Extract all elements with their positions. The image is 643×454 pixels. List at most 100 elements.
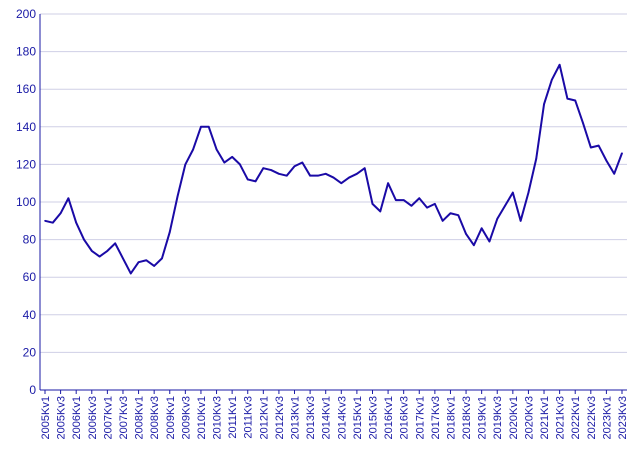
data-point xyxy=(301,161,304,164)
data-point xyxy=(574,99,577,102)
data-point xyxy=(254,180,257,183)
x-tick-label: 2005Kv3 xyxy=(56,396,68,439)
data-point xyxy=(457,214,460,216)
data-point xyxy=(332,176,335,179)
data-point xyxy=(129,272,132,275)
data-point xyxy=(582,122,584,124)
x-tick-label: 2022Kv1 xyxy=(570,396,582,439)
x-tick-label: 2009Kv1 xyxy=(165,396,177,439)
data-point xyxy=(488,240,491,243)
x-tick-label: 2008Kv1 xyxy=(134,396,146,439)
data-point xyxy=(114,242,116,245)
x-tick-label: 2009Kv3 xyxy=(180,396,192,439)
data-point xyxy=(621,152,623,154)
data-point xyxy=(90,250,93,252)
data-point xyxy=(371,203,374,205)
data-point xyxy=(223,161,226,164)
data-point xyxy=(465,233,467,235)
x-tick-label: 2023Kv1 xyxy=(601,396,613,439)
data-point xyxy=(215,148,218,151)
data-point xyxy=(410,204,413,207)
data-point xyxy=(395,199,397,201)
data-point xyxy=(480,227,483,230)
x-tick-label: 2016Kv1 xyxy=(383,396,395,439)
data-point xyxy=(566,97,569,100)
x-tick-label: 2006Kv3 xyxy=(87,396,99,439)
x-tick-label: 2010Kv1 xyxy=(196,396,208,439)
data-point xyxy=(51,221,54,224)
x-tick-label: 2022Kv3 xyxy=(586,396,598,439)
data-point xyxy=(402,199,405,201)
data-point xyxy=(44,220,46,222)
data-point xyxy=(379,210,382,213)
data-point xyxy=(67,197,70,200)
data-point xyxy=(519,220,522,222)
gridlines xyxy=(40,13,627,353)
x-tick-label: 2014Kv1 xyxy=(321,396,333,439)
data-point xyxy=(75,221,77,224)
x-axis-tick-labels: 2005Kv1 2005Kv3 2006Kv1 2006Kv3 2007Kv1 2007K… xyxy=(40,390,629,439)
data-point xyxy=(122,257,124,260)
y-tick-label: 60 xyxy=(23,270,37,284)
data-point xyxy=(184,163,187,166)
data-point xyxy=(551,79,553,81)
x-tick-label: 2010Kv3 xyxy=(212,396,224,439)
x-tick-label: 2015Kv3 xyxy=(367,396,379,439)
x-tick-label: 2006Kv1 xyxy=(71,396,83,439)
data-point xyxy=(192,148,194,151)
data-point xyxy=(246,178,249,181)
data-points xyxy=(44,63,623,275)
data-point xyxy=(387,182,389,184)
y-tick-label: 160 xyxy=(16,82,36,96)
data-point xyxy=(285,174,288,177)
data-point xyxy=(153,265,155,267)
data-point xyxy=(558,63,561,66)
data-point xyxy=(324,173,327,175)
data-point xyxy=(535,157,538,160)
data-point xyxy=(356,173,358,175)
y-tick-label: 180 xyxy=(16,45,36,59)
data-point xyxy=(83,238,85,241)
data-point xyxy=(239,163,241,166)
data-point xyxy=(137,261,140,263)
x-tick-label: 2017Kv3 xyxy=(430,396,442,439)
data-point xyxy=(590,146,592,149)
data-point xyxy=(496,218,499,220)
data-point xyxy=(348,176,350,179)
data-point xyxy=(613,173,616,175)
x-tick-label: 2023Kv3 xyxy=(617,396,629,439)
data-point xyxy=(418,197,421,200)
data-point xyxy=(363,167,366,169)
x-tick-label: 2020Kv1 xyxy=(508,396,520,439)
x-tick-label: 2008Kv3 xyxy=(149,396,161,439)
x-tick-label: 2019Kv1 xyxy=(477,396,489,439)
x-tick-label: 2013Kv1 xyxy=(290,396,302,439)
data-point xyxy=(293,165,296,168)
data-point xyxy=(605,159,608,162)
y-tick-label: 20 xyxy=(23,345,37,359)
data-point xyxy=(200,126,202,128)
data-point xyxy=(270,169,272,171)
x-tick-label: 2007Kv3 xyxy=(118,396,130,439)
x-tick-label: 2011Kv3 xyxy=(243,396,255,439)
data-point xyxy=(512,191,514,194)
data-point xyxy=(106,250,109,252)
data-point xyxy=(176,195,179,198)
x-tick-label: 2011Kv1 xyxy=(227,396,239,439)
y-tick-label: 80 xyxy=(23,233,37,247)
x-tick-label: 2012Kv1 xyxy=(258,396,270,439)
x-tick-label: 2019Kv3 xyxy=(492,396,504,439)
series-line xyxy=(44,63,623,275)
x-tick-label: 2007Kv1 xyxy=(102,396,114,439)
x-tick-label: 2021Kv1 xyxy=(539,396,551,439)
x-tick-label: 2021Kv3 xyxy=(555,396,567,439)
x-tick-label: 2017Kv1 xyxy=(414,396,426,439)
x-tick-label: 2016Kv3 xyxy=(399,396,411,439)
y-tick-label: 0 xyxy=(29,383,36,397)
data-point xyxy=(449,212,452,215)
data-point xyxy=(597,144,600,147)
data-point xyxy=(59,212,62,215)
data-point xyxy=(504,204,506,207)
data-point xyxy=(426,206,428,209)
